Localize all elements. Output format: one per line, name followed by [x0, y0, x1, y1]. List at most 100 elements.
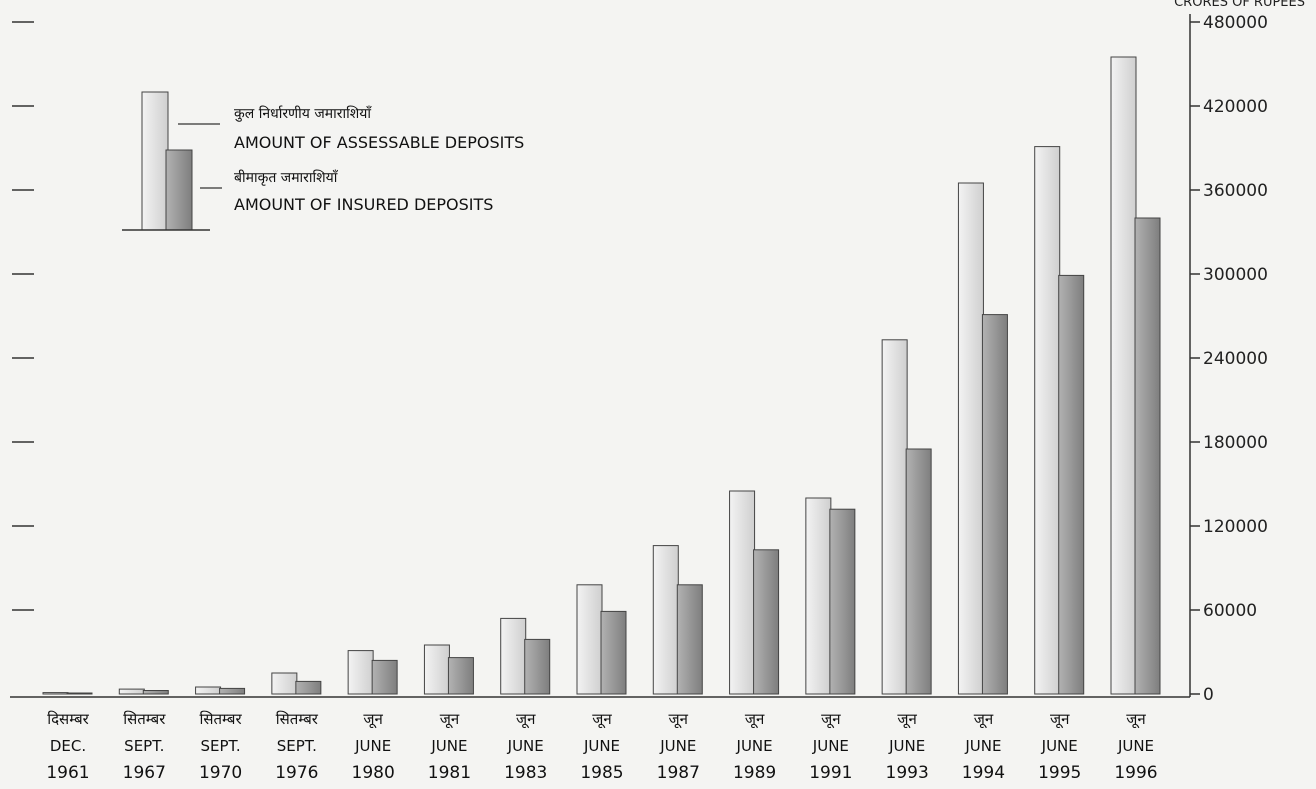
bar-insured	[142, 690, 169, 695]
bar-insured	[371, 659, 398, 695]
x-tick-label-en: DEC.	[50, 737, 86, 755]
x-tick-label-hi: जून	[516, 710, 536, 729]
y-ticks: 480000 420000 360000 300000 240000 180000 1200…	[1190, 13, 1268, 705]
y-tick-label: 120000	[1203, 517, 1268, 537]
x-tick-label-hi: जून	[1050, 710, 1070, 729]
y-tick-label: 180000	[1203, 433, 1268, 453]
x-tick-label-year: 1987	[657, 763, 700, 783]
x-tick-label-hi: सितम्बर	[123, 710, 166, 728]
bar-insured	[829, 508, 856, 695]
x-tick-label-year: 1989	[733, 763, 776, 783]
bar-assessable	[957, 182, 984, 695]
bar-group	[1110, 56, 1161, 695]
x-tick-label-year: 1993	[886, 763, 929, 783]
bar-insured	[676, 584, 703, 695]
y-unit-label: CRORES OF RUPEES	[1174, 0, 1305, 10]
x-tick-label-year: 1991	[809, 763, 852, 783]
bar-group	[957, 182, 1008, 695]
bar-insured	[753, 549, 780, 695]
legend: कुल निर्धारणीय जमाराशियाँ AMOUNT OF ASSE…	[122, 91, 524, 231]
x-tick-label-en: JUNE	[1041, 737, 1078, 755]
x-tick-label-year: 1981	[428, 763, 471, 783]
bar-group	[881, 339, 932, 695]
bar-group	[652, 545, 703, 695]
x-tick-label-en: JUNE	[583, 737, 620, 755]
bar-assessable	[1034, 146, 1061, 695]
bar-insured	[447, 657, 474, 695]
bar-insured	[295, 680, 322, 695]
legend-swatch-assessable	[141, 91, 169, 231]
bar-insured	[66, 692, 93, 695]
bar-assessable	[1110, 56, 1137, 695]
x-tick-label-en: JUNE	[354, 737, 391, 755]
x-tick-label-hi: जून	[821, 710, 841, 729]
bar-assessable	[118, 688, 145, 695]
bar-assessable	[42, 692, 69, 695]
bar-group	[118, 688, 169, 695]
x-tick-label-hi: जून	[1126, 710, 1146, 729]
bar-group	[1034, 146, 1085, 695]
x-tick-label-hi: सितम्बर	[199, 710, 242, 728]
y-tick-label: 360000	[1203, 181, 1268, 201]
x-tick-label-year: 1967	[123, 763, 166, 783]
x-tick-label-year: 1980	[352, 763, 395, 783]
bar-group	[805, 497, 856, 695]
x-tick-label-en: JUNE	[430, 737, 467, 755]
y-tick-label: 420000	[1203, 97, 1268, 117]
bar-group	[271, 672, 322, 695]
x-tick-label-year: 1995	[1038, 763, 1081, 783]
legend-label-assessable: AMOUNT OF ASSESSABLE DEPOSITS	[234, 133, 524, 152]
x-tick-label-hi: जून	[974, 710, 994, 729]
legend-swatch-insured	[165, 149, 193, 231]
left-tick-marks	[12, 21, 34, 611]
x-tick-label-year: 1994	[962, 763, 1005, 783]
x-tick-label-hi: जून	[440, 710, 460, 729]
x-tick-label-en: SEPT.	[124, 737, 164, 755]
x-tick-label-en: JUNE	[964, 737, 1001, 755]
x-tick-label-year: 1970	[199, 763, 242, 783]
x-tick-label-hi: सितम्बर	[276, 710, 319, 728]
y-tick-label: 480000	[1203, 13, 1268, 33]
bar-assessable	[805, 497, 832, 695]
bar-insured	[905, 448, 932, 695]
x-tick-label-hi: जून	[669, 710, 689, 729]
legend-label-assessable-hi: कुल निर्धारणीय जमाराशियाँ	[234, 105, 372, 122]
x-tick-label-hi: जून	[363, 710, 383, 729]
bar-assessable	[347, 650, 374, 695]
x-tick-label-hi: जून	[745, 710, 765, 729]
bar-group	[576, 584, 627, 695]
bar-insured	[1058, 274, 1085, 695]
bar-assessable	[423, 644, 450, 695]
bar-groups	[42, 56, 1161, 695]
x-tick-label-year: 1983	[504, 763, 547, 783]
x-tick-label-year: 1996	[1114, 763, 1157, 783]
x-tick-label-en: JUNE	[888, 737, 925, 755]
bar-insured	[219, 687, 246, 695]
y-tick-label: 240000	[1203, 349, 1268, 369]
bar-group	[42, 692, 93, 695]
y-tick-label: 300000	[1203, 265, 1268, 285]
x-tick-label-en: SEPT.	[277, 737, 317, 755]
x-tick-label-en: JUNE	[812, 737, 849, 755]
x-tick-label-hi: जून	[897, 710, 917, 729]
x-tick-label-en: JUNE	[736, 737, 773, 755]
x-tick-label-year: 1985	[580, 763, 623, 783]
x-tick-label-year: 1961	[46, 763, 89, 783]
x-tick-label-en: SEPT.	[200, 737, 240, 755]
bar-group	[729, 490, 780, 695]
bar-assessable	[500, 617, 527, 695]
bar-group	[347, 650, 398, 695]
bar-group	[423, 644, 474, 695]
bar-insured	[1134, 217, 1161, 695]
x-tick-label-hi: जून	[592, 710, 612, 729]
y-tick-label: 60000	[1203, 601, 1257, 621]
legend-label-insured-hi: बीमाकृत जमाराशियाँ	[234, 169, 338, 186]
bar-insured	[981, 314, 1008, 695]
bar-assessable	[729, 490, 756, 695]
bar-insured	[524, 638, 551, 695]
x-tick-label-en: JUNE	[1117, 737, 1154, 755]
bar-assessable	[881, 339, 908, 695]
bar-insured	[600, 610, 627, 695]
x-tick-label-en: JUNE	[507, 737, 544, 755]
